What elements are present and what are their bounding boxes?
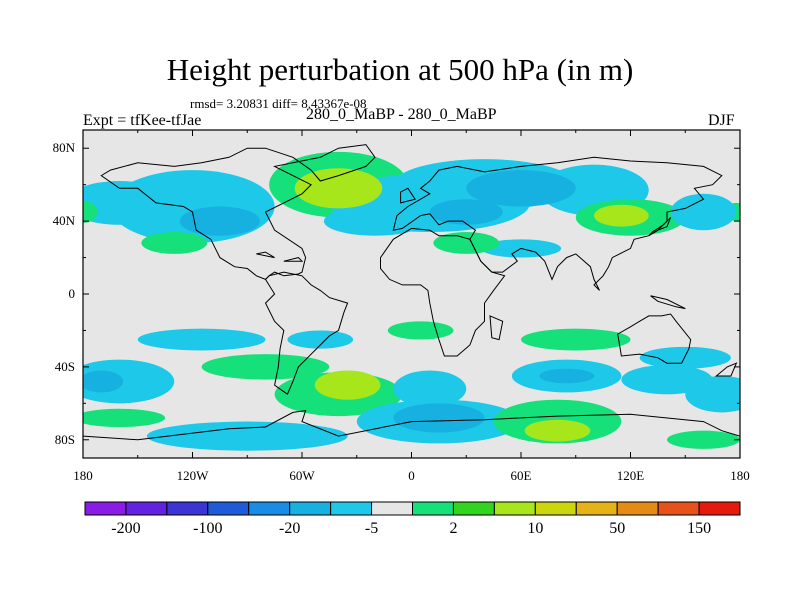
anomaly-blob: [146, 421, 348, 451]
anomaly-blob: [685, 376, 740, 413]
colorbar-swatch: [289, 501, 332, 516]
x-tick-label: 120E: [617, 468, 645, 483]
anomaly-field: [83, 151, 740, 451]
anomaly-blob: [294, 168, 383, 209]
colorbar: -200 -100 -20 -5 2 10 50 150: [84, 501, 741, 537]
colorbar-label: -5: [365, 520, 378, 537]
colorbar-label: -100: [193, 520, 222, 537]
colorbar-swatch: [125, 501, 168, 516]
coastlines: [83, 144, 740, 458]
stats-label: rmsd= 3.20831 diff= 8.43367e-08: [190, 96, 367, 111]
anomaly-blob: [393, 403, 485, 433]
colorbar-swatch: [493, 501, 536, 516]
anomaly-blob: [314, 370, 381, 400]
anomaly-blob: [393, 370, 467, 407]
colorbar-label: -200: [111, 520, 140, 537]
colorbar-label: 50: [609, 520, 625, 537]
anomaly-blob: [429, 199, 503, 225]
coastline: [714, 362, 738, 377]
coastline: [650, 295, 686, 310]
colorbar-swatch: [207, 501, 250, 516]
colorbar-swatch: [575, 501, 618, 516]
coastline: [400, 187, 416, 204]
y-tick-label: 80S: [55, 432, 75, 447]
coastline: [617, 313, 692, 364]
colorbar-label: 150: [687, 520, 711, 537]
anomaly-blob: [466, 170, 576, 207]
coastline: [283, 257, 304, 262]
anomaly-blob: [639, 346, 731, 369]
anomaly-blob: [141, 232, 208, 254]
season-label: DJF: [708, 112, 735, 129]
colorbar-label: 2: [449, 520, 457, 537]
colorbar-swatch: [84, 501, 127, 516]
anomaly-blob: [667, 430, 740, 449]
anomaly-blob: [287, 330, 354, 349]
coastline: [648, 217, 672, 237]
colorbar-swatch: [452, 501, 495, 516]
x-tick-label: 180: [73, 468, 93, 483]
anomaly-blob: [137, 328, 266, 351]
anomaly-blob: [179, 206, 261, 236]
x-tick-label: 120W: [177, 468, 210, 483]
coastline: [83, 409, 740, 458]
y-tick-label: 80N: [53, 140, 76, 155]
x-tick-label: 0: [408, 468, 415, 483]
colorbar-swatch: [698, 501, 741, 516]
coastline: [256, 251, 275, 259]
anomaly-blob: [83, 359, 175, 404]
experiment-label: Expt = tfKee-tfJae: [83, 112, 202, 129]
axis-ticks: 180 120W 60W 0 60E 120E 180 80N 40N 0 40S 80S: [53, 130, 750, 483]
colorbar-swatch: [248, 501, 291, 516]
colorbar-swatch: [534, 501, 577, 516]
anomaly-blob: [201, 354, 330, 380]
colorbar-swatch: [657, 501, 700, 516]
case-label: 280_0_MaBP - 280_0_MaBP: [306, 106, 497, 123]
coastline: [489, 315, 504, 341]
y-tick-label: 0: [69, 286, 76, 301]
anomaly-blob: [110, 170, 275, 243]
x-tick-label: 180: [730, 468, 750, 483]
chart-title: Height perturbation at 500 hPa (in m): [166, 52, 634, 87]
anomaly-blob: [524, 419, 591, 442]
x-tick-label: 60E: [511, 468, 532, 483]
x-tick-label: 60W: [289, 468, 315, 483]
anomaly-blob: [521, 328, 631, 351]
coastline: [100, 144, 376, 280]
anomaly-blob: [83, 408, 166, 428]
colorbar-swatch: [371, 501, 413, 516]
anomaly-blob: [670, 193, 737, 231]
anomaly-blob: [594, 204, 649, 227]
anomaly-blob: [83, 370, 124, 393]
coastline: [264, 271, 349, 395]
coastline: [380, 227, 506, 357]
colorbar-swatch: [616, 501, 659, 516]
y-tick-label: 40N: [53, 213, 76, 228]
colorbar-label: -20: [279, 520, 300, 537]
anomaly-blob: [387, 321, 454, 340]
colorbar-swatch: [166, 501, 209, 516]
colorbar-label: 10: [527, 520, 543, 537]
anomaly-blob: [83, 201, 98, 223]
colorbar-swatch: [412, 501, 454, 516]
anomaly-blob: [539, 368, 594, 384]
anomaly-blob: [433, 232, 500, 254]
y-tick-label: 40S: [55, 359, 75, 374]
colorbar-swatch: [330, 501, 373, 516]
